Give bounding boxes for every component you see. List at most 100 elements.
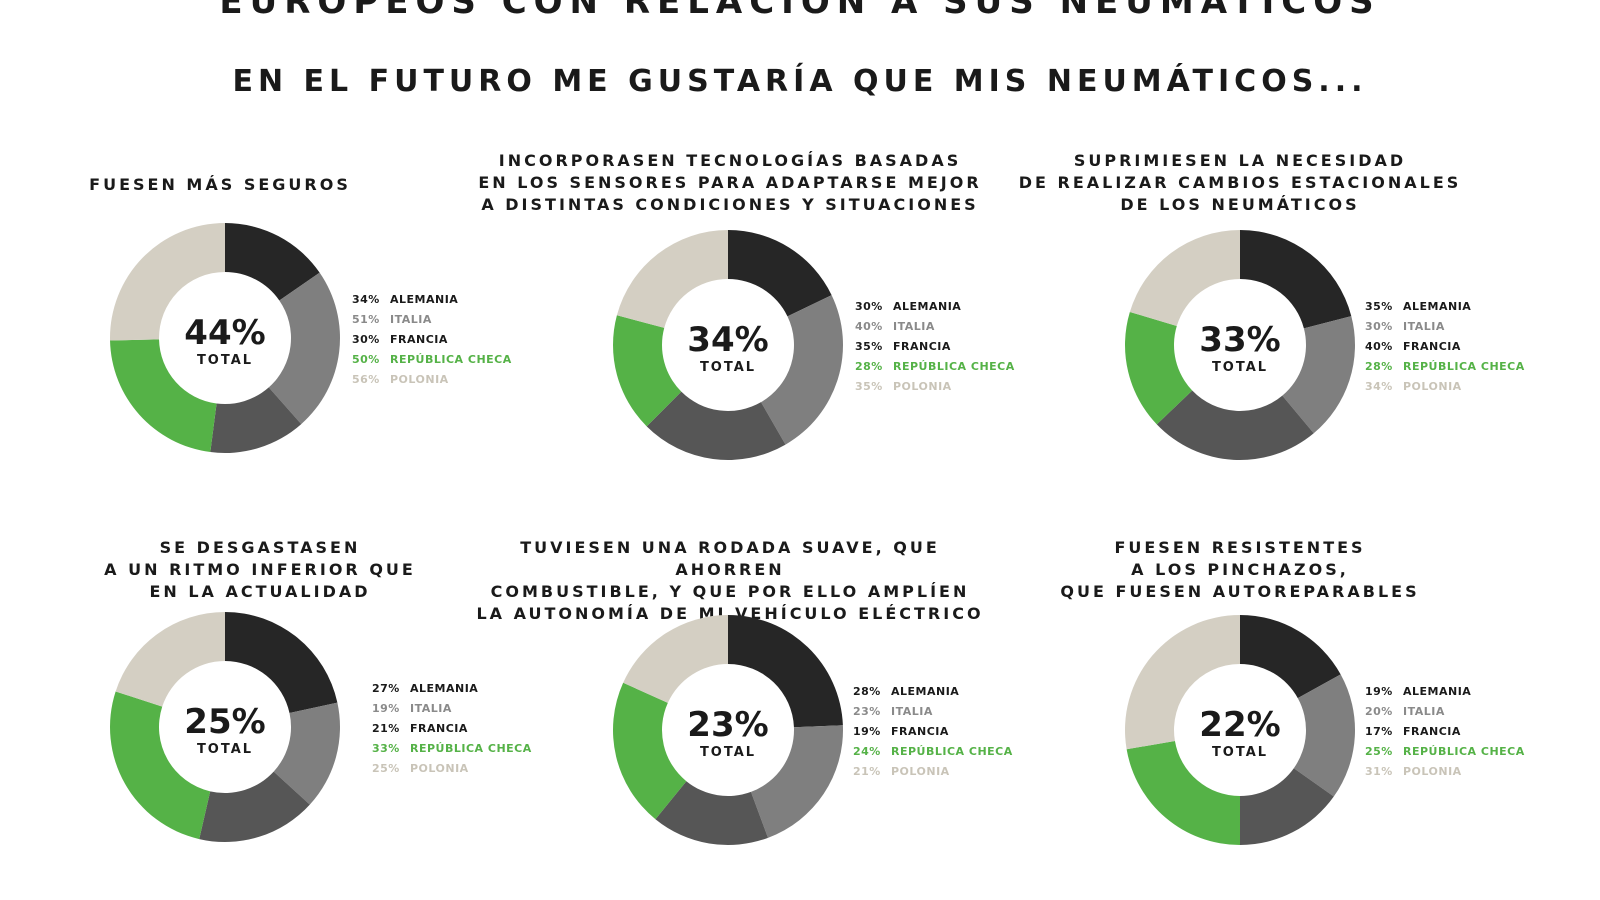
legend-item-francia: 35% FRANCIA (855, 337, 1015, 357)
legend-label: ITALIA (410, 702, 452, 715)
chart-legend: 34% ALEMANIA 51% ITALIA 30% FRANCIA 50% REPÚBLI… (352, 290, 512, 390)
legend-value: 28% (855, 360, 883, 373)
legend-label: POLONIA (410, 762, 469, 775)
legend-label: REPÚBLICA CHECA (410, 742, 532, 755)
donut-slice-francia (655, 781, 768, 845)
legend-label: REPÚBLICA CHECA (1403, 745, 1525, 758)
legend-value: 28% (853, 685, 881, 698)
legend-label: ALEMANIA (1403, 300, 1472, 313)
donut-slice-italia (761, 295, 843, 445)
legend-item-republica-checa: 24% REPÚBLICA CHECA (853, 742, 1013, 762)
donut-chart: 44%TOTAL (110, 223, 340, 453)
legend-label: POLONIA (1403, 380, 1462, 393)
legend-label: ITALIA (1403, 705, 1445, 718)
donut-slice-republica-checa (613, 315, 682, 427)
legend-item-alemania: 19% ALEMANIA (1365, 682, 1525, 702)
legend-value: 27% (372, 682, 400, 695)
legend-item-republica-checa: 33% REPÚBLICA CHECA (372, 739, 532, 759)
donut-slice-alemania (1240, 230, 1352, 329)
chart-panel: FUESEN MÁS SEGUROS 44% TOTAL 34% ALEMANIA 51%… (0, 140, 520, 500)
page-subtitle: EN EL FUTURO ME GUSTARÍA QUE MIS NEUMÁTI… (232, 64, 1368, 99)
chart-legend: 30% ALEMANIA 40% ITALIA 35% FRANCIA 28% REPÚBLI… (855, 297, 1015, 397)
legend-item-francia: 40% FRANCIA (1365, 337, 1525, 357)
donut-slice-francia (210, 387, 302, 453)
chart-panel: TUVIESEN UNA RODADA SUAVE, QUE AHORREN C… (470, 525, 1012, 885)
legend-value: 35% (1365, 300, 1393, 313)
chart-legend: 19% ALEMANIA 20% ITALIA 17% FRANCIA 25% REPÚBLI… (1365, 682, 1525, 782)
legend-item-francia: 21% FRANCIA (372, 719, 532, 739)
chart-panel: SE DESGASTASEN A UN RITMO INFERIOR QUE E… (0, 525, 531, 885)
legend-label: FRANCIA (390, 333, 448, 346)
donut-slice-alemania (225, 612, 338, 714)
legend-label: POLONIA (893, 380, 952, 393)
legend-value: 23% (853, 705, 881, 718)
legend-item-polonia: 34% POLONIA (1365, 377, 1525, 397)
legend-label: REPÚBLICA CHECA (390, 353, 512, 366)
legend-item-polonia: 25% POLONIA (372, 759, 532, 779)
legend-value: 40% (855, 320, 883, 333)
chart-panel: SUPRIMIESEN LA NECESIDAD DE REALIZAR CAM… (980, 140, 1524, 500)
legend-value: 25% (372, 762, 400, 775)
donut-chart: 23%TOTAL (613, 615, 843, 845)
chart-legend: 35% ALEMANIA 30% ITALIA 40% FRANCIA 28% REPÚBLI… (1365, 297, 1525, 397)
legend-item-italia: 30% ITALIA (1365, 317, 1525, 337)
donut-slice-francia (199, 771, 310, 842)
legend-label: REPÚBLICA CHECA (1403, 360, 1525, 373)
legend-item-italia: 23% ITALIA (853, 702, 1013, 722)
legend-label: POLONIA (390, 373, 449, 386)
donut-slice-francia (646, 391, 786, 460)
chart-title: FUESEN RESISTENTES A LOS PINCHAZOS, QUE … (1060, 538, 1420, 601)
donut-slice-polonia (616, 230, 728, 328)
legend-value: 35% (855, 340, 883, 353)
legend-label: ITALIA (891, 705, 933, 718)
legend-value: 17% (1365, 725, 1393, 738)
legend-label: POLONIA (891, 765, 950, 778)
legend-item-italia: 19% ITALIA (372, 699, 532, 719)
legend-value: 33% (372, 742, 400, 755)
total-value: 34% (687, 320, 768, 360)
legend-value: 31% (1365, 765, 1393, 778)
legend-item-francia: 19% FRANCIA (853, 722, 1013, 742)
donut-slice-polonia (623, 615, 728, 703)
legend-item-alemania: 34% ALEMANIA (352, 290, 512, 310)
donut-slice-italia (1282, 316, 1355, 434)
legend-item-republica-checa: 28% REPÚBLICA CHECA (1365, 357, 1525, 377)
legend-value: 19% (1365, 685, 1393, 698)
legend-label: POLONIA (1403, 765, 1462, 778)
legend-value: 19% (372, 702, 400, 715)
chart-title: TUVIESEN UNA RODADA SUAVE, QUE AHORREN C… (476, 538, 984, 623)
legend-item-polonia: 21% POLONIA (853, 762, 1013, 782)
total-label: TOTAL (197, 353, 253, 368)
legend-label: FRANCIA (893, 340, 951, 353)
donut-slice-alemania (728, 230, 832, 317)
legend-item-alemania: 35% ALEMANIA (1365, 297, 1525, 317)
chart-legend: 28% ALEMANIA 23% ITALIA 19% FRANCIA 24% REPÚBLI… (853, 682, 1013, 782)
legend-label: ITALIA (893, 320, 935, 333)
donut-slice-italia (750, 725, 843, 838)
donut-slice-italia (268, 272, 340, 425)
total-label: TOTAL (197, 742, 253, 757)
donut-slice-italia (1293, 674, 1355, 797)
legend-label: ALEMANIA (390, 293, 459, 306)
legend-item-alemania: 30% ALEMANIA (855, 297, 1015, 317)
donut-chart: 22%TOTAL (1125, 615, 1355, 845)
legend-value: 56% (352, 373, 380, 386)
total-value: 22% (1199, 705, 1280, 745)
donut-slice-republica-checa (110, 339, 217, 453)
donut-slice-francia (1156, 390, 1314, 460)
legend-item-francia: 30% FRANCIA (352, 330, 512, 350)
legend-item-italia: 51% ITALIA (352, 310, 512, 330)
total-value: 44% (184, 313, 265, 353)
donut-slice-polonia (110, 223, 225, 341)
chart-title: SUPRIMIESEN LA NECESIDAD DE REALIZAR CAM… (1018, 151, 1462, 214)
legend-item-republica-checa: 28% REPÚBLICA CHECA (855, 357, 1015, 377)
legend-value: 25% (1365, 745, 1393, 758)
total-label: TOTAL (1212, 745, 1268, 760)
total-label: TOTAL (1212, 360, 1268, 375)
chart-title: INCORPORASEN TECNOLOGÍAS BASADAS EN LOS … (478, 151, 982, 214)
legend-value: 30% (352, 333, 380, 346)
legend-label: ALEMANIA (891, 685, 960, 698)
legend-value: 34% (352, 293, 380, 306)
total-label: TOTAL (700, 745, 756, 760)
legend-value: 30% (855, 300, 883, 313)
